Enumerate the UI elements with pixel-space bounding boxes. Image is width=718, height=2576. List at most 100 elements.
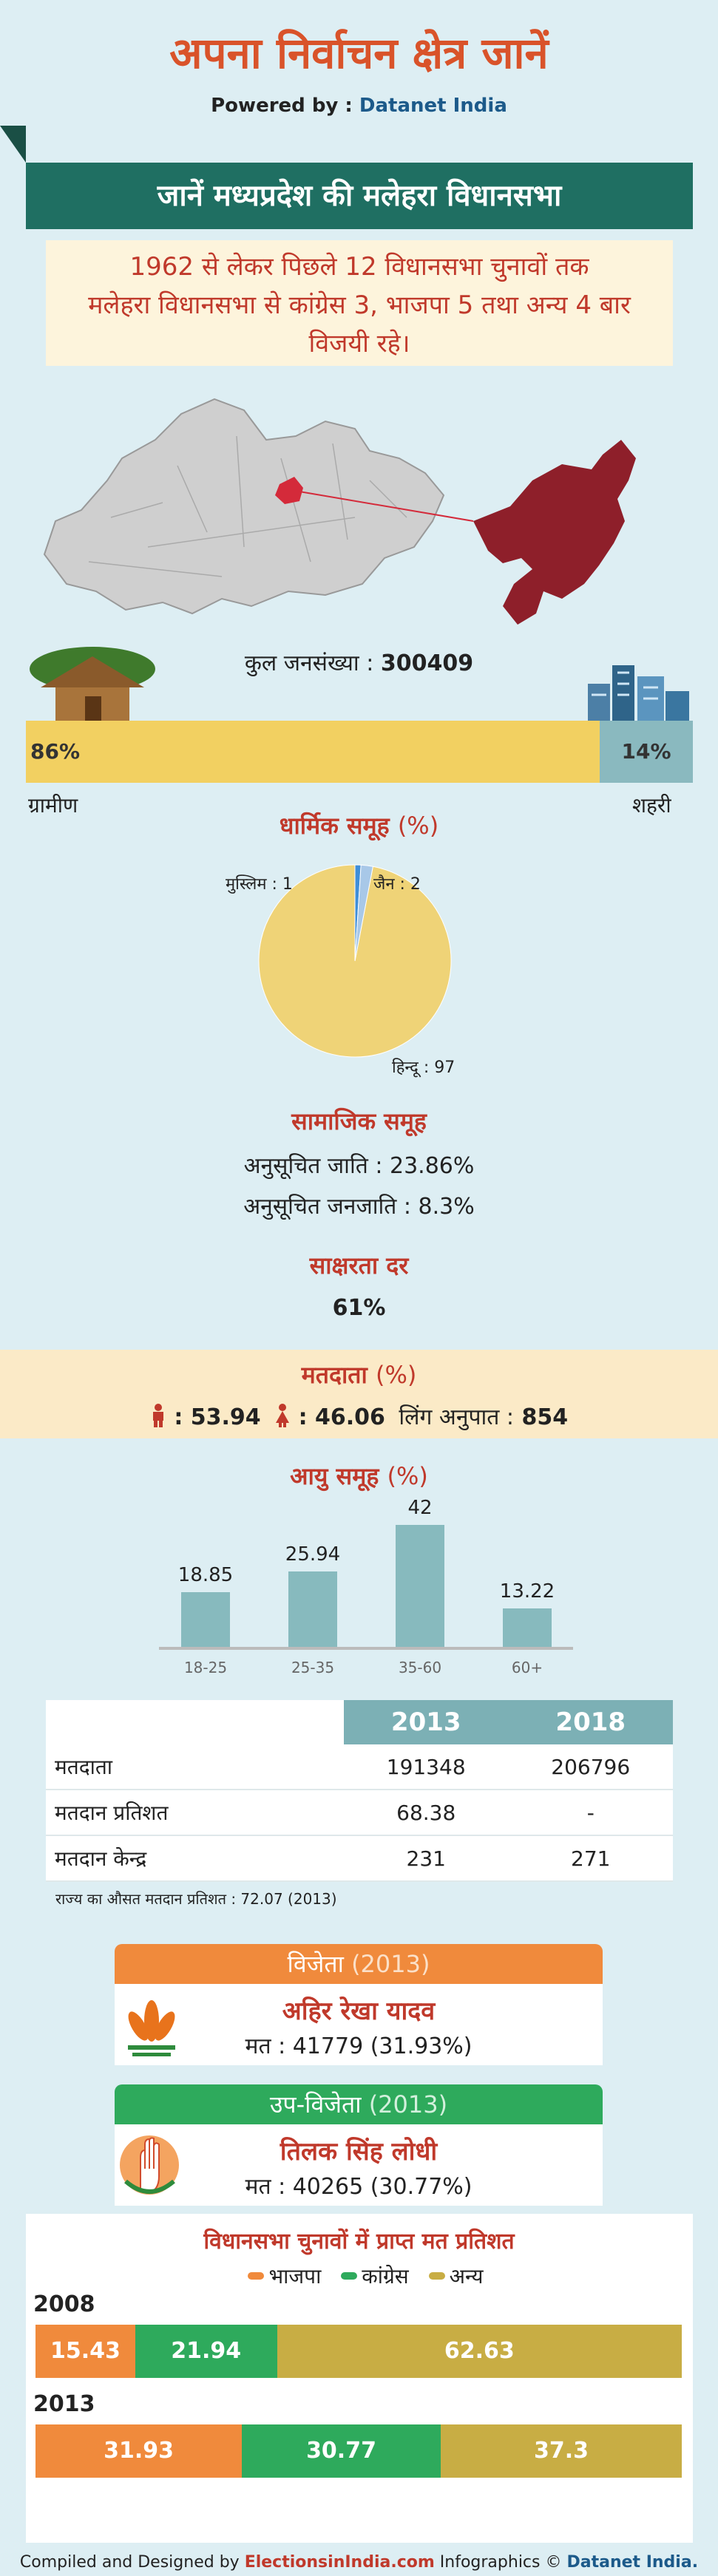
urban-label: शहरी [632,793,671,818]
winner-header: विजेता (2013) [115,1944,603,1984]
vote-share-title: विधानसभा चुनावों में प्राप्त मत प्रतिशत [203,2229,515,2254]
sex-ratio-value: 854 [521,1404,569,1430]
age-axis [159,1647,573,1650]
pie-label-muslim: मुस्लिम : 1 [226,875,293,894]
runner-up-head-text: उप-विजेता [269,2090,362,2118]
social-sc: अनुसूचित जाति : 23.86% [243,1153,475,1179]
age-category-label: 18-25 [183,1659,228,1676]
runner-up-year: (2013) [368,2090,448,2118]
rural-label: ग्रामीण [28,793,78,818]
intro-line-2: मलेहरा विधानसभा से कांग्रेस 3, भाजपा 5 त… [88,290,631,320]
stats-header-row: 2013 2018 [46,1700,673,1744]
male-pct: : 53.94 [174,1404,261,1430]
powered-by: Powered by : Datanet India [0,95,718,117]
pie-label-hindu: हिन्दू : 97 [392,1058,455,1077]
state-turnout-note: राज्य का औसत मतदान प्रतिशत : 72.07 (2013… [55,1890,337,1908]
row-label-voters: मतदाता [46,1744,344,1790]
winner-year: (2013) [351,1950,430,1978]
runner-up-votes: मत : 40265 (30.77%) [245,2174,473,2200]
pointer-line [299,491,474,522]
city-icon [588,665,689,724]
row-label-turnout: मतदान प्रतिशत [46,1790,344,1836]
male-icon [152,1404,163,1427]
winner-card: अहिर रेखा यादव मत : 41779 (31.93%) [115,1984,603,2065]
banner-fold-left [0,126,26,163]
legend-bjp: भाजपा [268,2264,322,2288]
age-category-label: 35-60 [398,1659,442,1676]
stats-header-blank [46,1700,344,1744]
age-title-text: आयु समूह [290,1462,379,1490]
population-value: 300409 [380,650,474,676]
religion-title-text: धार्मिक समूह [279,812,390,840]
sex-ratio-label: लिंग अनुपात : [399,1404,515,1430]
literacy-title: साक्षरता दर [309,1251,409,1279]
social-st: अनुसूचित जनजाति : 8.3% [243,1194,475,1220]
powered-by-prefix: Powered by : [211,95,353,117]
constituency-shape [473,440,636,625]
winner-name: अहिर रेखा यादव [282,1996,436,2026]
age-category-label: 25-35 [291,1659,335,1676]
legend-swatch-bjp [248,2272,265,2280]
footer-site: ElectionsinIndia.com [244,2553,435,2572]
row-label-booths: मतदान केन्द्र [46,1835,344,1882]
turnout-2018: - [508,1790,673,1836]
age-category-label: 60+ [511,1659,543,1676]
religion-pie [258,864,452,1058]
table-row: मतदाता 191348 206796 [46,1744,673,1790]
age-value-label: 42 [407,1497,433,1519]
age-bar-18-25 [181,1591,230,1647]
legend-inc: कांग्रेस [362,2264,409,2288]
religion-title-unit: (%) [397,812,439,840]
age-value-label: 25.94 [285,1543,341,1566]
turnout-2013: 68.38 [344,1790,509,1836]
stats-header-2013: 2013 [344,1700,509,1744]
vote-share-panel [26,2214,693,2543]
female-icon [276,1404,290,1427]
booths-2013: 231 [344,1835,509,1882]
footer-brand: Datanet India. [566,2553,699,2572]
runner-up-name: तिलक सिंह लोधी [280,2137,438,2167]
runner-up-card: तिलक सिंह लोधी मत : 40265 (30.77%) [115,2124,603,2206]
voters-title: मतदाता (%) [0,1359,718,1390]
pie-slice-jain [354,864,373,962]
age-bar-25-35 [288,1571,337,1647]
footer-middle: Infographics © [439,2553,562,2572]
footer-prefix: Compiled and Designed by [19,2553,240,2572]
age-title: आयु समूह (%) [0,1460,718,1492]
voters-2018: 206796 [508,1744,673,1790]
booths-2018: 271 [508,1835,673,1882]
voters-2013: 191348 [344,1744,509,1790]
state-map [43,398,445,615]
urban-pct-label: 14% [621,739,671,764]
age-value-label: 13.22 [499,1580,555,1603]
age-bar-60+ [503,1608,552,1647]
voters-title-unit: (%) [375,1361,417,1389]
hut-icon [30,647,155,721]
intro-line-3: विजयी रहे। [308,329,410,358]
state-map-graphic [43,398,636,625]
pie-label-jain: जैन : 2 [373,875,421,894]
winner-votes: मत : 41779 (31.93%) [245,2033,473,2059]
voters-title-text: मतदाता [301,1361,368,1389]
age-title-unit: (%) [387,1462,428,1490]
age-bar-35-60 [396,1525,444,1647]
legend-swatch-inc [341,2272,358,2280]
voters-band [0,1350,718,1438]
winner-head-text: विजेता [287,1950,344,1978]
banner-fold-right [692,126,718,163]
table-row: मतदान प्रतिशत 68.38 - [46,1790,673,1836]
vote-share-legend: भाजपा कांग्रेस अन्य [0,2262,718,2290]
stats-table: 2013 2018 मतदाता 191348 206796 मतदान प्र… [46,1700,673,1882]
population-label: कुल जनसंख्या : [244,650,374,676]
table-row: मतदान केन्द्र 231 271 [46,1835,673,1882]
legend-swatch-other [428,2272,445,2280]
stats-header-2018: 2018 [508,1700,673,1744]
literacy-value: 61% [332,1295,386,1321]
rural-bar: 86% [26,721,600,783]
constituency-banner: जानें मध्यप्रदेश की मलेहरा विधानसभा [26,163,693,229]
legend-other: अन्य [449,2264,484,2288]
population: कुल जनसंख्या : 300409 [0,647,718,677]
religion-title: धार्मिक समूह (%) [0,809,718,841]
social-title: सामाजिक समूह [291,1107,427,1135]
bjp-lotus-icon [128,2000,175,2056]
